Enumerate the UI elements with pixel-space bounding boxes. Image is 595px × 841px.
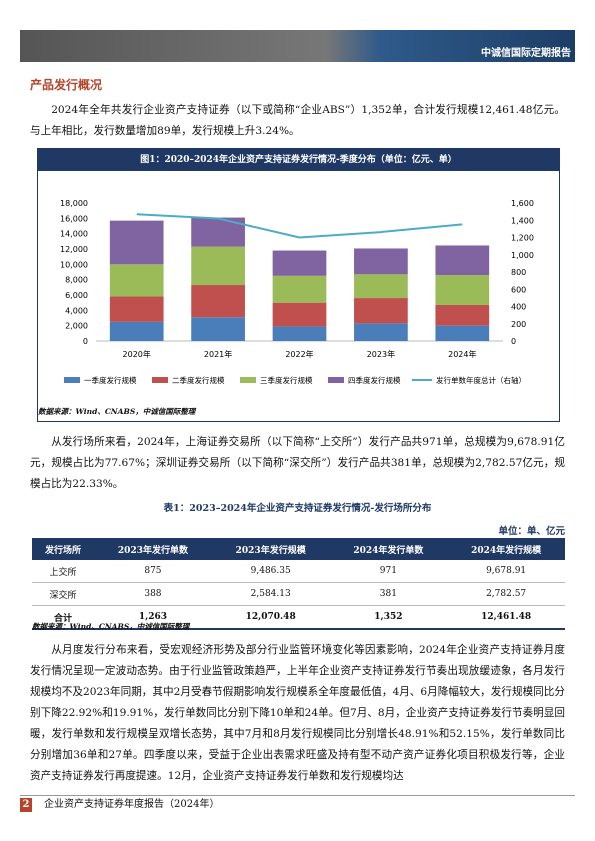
table-cell: 深交所 bbox=[32, 582, 95, 606]
table-cell: 381 bbox=[329, 582, 448, 606]
y2-tick-label: 800 bbox=[511, 268, 526, 277]
y2-tick-label: 400 bbox=[511, 303, 526, 312]
table-cell: 12,461.48 bbox=[447, 605, 565, 630]
table-row: 上交所 875 9,486.35 971 9,678.91 bbox=[32, 560, 565, 583]
table-header-cell: 2023年发行规模 bbox=[211, 538, 330, 560]
bar-segment bbox=[272, 250, 327, 276]
bar-segment bbox=[191, 285, 245, 318]
footer-rule bbox=[20, 795, 575, 796]
legend-label: 发行单数年度总计（右轴） bbox=[436, 375, 526, 385]
paragraph: 2024年全年共发行企业资产支持证券（以下或简称“企业ABS”）1,352单，合… bbox=[30, 104, 565, 137]
y-tick-label: 2,000 bbox=[65, 322, 88, 331]
y2-tick-label: 1,600 bbox=[511, 199, 534, 208]
paragraph: 从月度发行分布来看，受宏观经济形势及部分行业监管环境变化等因素影响，2024年企… bbox=[30, 644, 565, 782]
table-header-cell: 发行场所 bbox=[32, 538, 95, 560]
y2-tick-label: 200 bbox=[511, 320, 526, 329]
table-cell: 9,486.35 bbox=[211, 560, 330, 583]
legend-label: 二季度发行规模 bbox=[172, 375, 225, 385]
figure-caption: 图1：2020–2024年企业资产支持证券发行情况-季度分布（单位：亿元、单） bbox=[38, 149, 559, 171]
page-number: 2 bbox=[20, 798, 32, 812]
y-tick-label: 8,000 bbox=[65, 276, 88, 285]
paragraph: 从发行场所来看，2024年，上海证券交易所（以下简称“上交所”）发行产品共971… bbox=[30, 436, 565, 490]
legend-label: 三季度发行规模 bbox=[260, 375, 313, 385]
y2-tick-label: 0 bbox=[511, 337, 516, 346]
bar-segment bbox=[435, 304, 490, 326]
legend-label: 四季度发行规模 bbox=[348, 375, 401, 385]
table-cell: 388 bbox=[94, 582, 212, 606]
y-tick-label: 0 bbox=[83, 337, 88, 346]
table-header-cell: 2023年发行单数 bbox=[94, 538, 212, 560]
legend-swatch bbox=[64, 377, 80, 383]
table-cell: 2,782.57 bbox=[447, 582, 565, 606]
legend-swatch bbox=[240, 377, 256, 383]
table-cell: 1,352 bbox=[329, 605, 448, 630]
bar-segment bbox=[109, 264, 164, 297]
y-tick-label: 12,000 bbox=[60, 245, 88, 254]
bar-segment bbox=[354, 298, 408, 324]
table-row: 合计 1,263 12,070.48 1,352 12,461.48 bbox=[32, 605, 565, 630]
bar-segment bbox=[109, 321, 164, 341]
chart: 0 2,000 4,000 6,000 8,000 10,000 12,000 14,000 1… bbox=[60, 199, 534, 385]
bar-segment bbox=[435, 275, 490, 305]
bar-segment bbox=[272, 326, 327, 341]
y2-tick-label: 1,200 bbox=[511, 234, 534, 243]
x-tick-label: 2020年 bbox=[123, 349, 151, 359]
header-title: 中诚信国际定期报告 bbox=[481, 48, 571, 59]
table-source: 数据来源：Wind、CNABS，中诚信国际整理 bbox=[32, 622, 190, 631]
figure-box: 图1：2020–2024年企业资产支持证券发行情况-季度分布（单位：亿元、单） … bbox=[37, 148, 560, 422]
legend-swatch bbox=[152, 377, 168, 383]
table-cell: 合计 bbox=[32, 605, 95, 630]
table-header-row: 发行场所 2023年发行单数 2023年发行规模 2024年发行单数 2024年发行规模 bbox=[32, 538, 565, 560]
x-tick-label: 2023年 bbox=[367, 349, 395, 359]
x-tick-label: 2021年 bbox=[204, 349, 232, 359]
bar-segment bbox=[109, 220, 164, 265]
table-row: 深交所 388 2,584.13 381 2,782.57 bbox=[32, 582, 565, 606]
bar-segment bbox=[354, 323, 408, 341]
legend-swatch bbox=[328, 377, 344, 383]
table-header-cell: 2024年发行规模 bbox=[447, 538, 565, 560]
bar-segment bbox=[435, 245, 490, 276]
y-tick-label: 18,000 bbox=[60, 199, 88, 208]
table-cell: 2,584.13 bbox=[211, 582, 330, 606]
legend-label: 一季度发行规模 bbox=[84, 375, 137, 385]
table-cell: 9,678.91 bbox=[447, 560, 565, 583]
y-tick-label: 4,000 bbox=[65, 306, 88, 315]
table-cell: 875 bbox=[94, 560, 212, 583]
y-tick-label: 16,000 bbox=[60, 214, 88, 223]
table-caption: 表1：2023–2024年企业资产支持证券发行情况-发行场所分布 bbox=[163, 503, 432, 514]
y2-tick-label: 1,000 bbox=[511, 251, 534, 260]
x-tick-label: 2022年 bbox=[285, 349, 313, 359]
bar-segment bbox=[272, 275, 327, 303]
y2-tick-label: 600 bbox=[511, 285, 526, 294]
bar-segment bbox=[272, 302, 327, 327]
footer-title: 企业资产支持证券年度报告（2024年） bbox=[44, 799, 220, 810]
y-tick-label: 14,000 bbox=[60, 230, 88, 239]
bar-segment bbox=[191, 246, 245, 286]
y-tick-label: 10,000 bbox=[60, 260, 88, 269]
bar-segment bbox=[109, 296, 164, 322]
bar-segment bbox=[354, 248, 408, 275]
table-unit: 单位：单、亿元 bbox=[498, 526, 565, 537]
y2-tick-label: 1,400 bbox=[511, 216, 534, 225]
table-cell: 1,263 bbox=[94, 605, 212, 630]
table-cell: 12,070.48 bbox=[211, 605, 330, 630]
table-cell: 上交所 bbox=[32, 560, 95, 583]
x-tick-label: 2024年 bbox=[448, 349, 476, 359]
bar-segment bbox=[191, 317, 245, 341]
section-title: 产品发行概况 bbox=[30, 78, 103, 92]
y-tick-label: 6,000 bbox=[65, 291, 88, 300]
bar-segment bbox=[435, 325, 490, 341]
table-header-cell: 2024年发行单数 bbox=[329, 538, 448, 560]
figure-source: 数据来源：Wind、CNABS，中诚信国际整理 bbox=[38, 407, 196, 416]
table-cell: 971 bbox=[329, 560, 448, 583]
table: 发行场所 2023年发行单数 2023年发行规模 2024年发行单数 2024年发行规模… bbox=[32, 538, 565, 630]
bar-segment bbox=[354, 274, 408, 299]
header-bar bbox=[20, 30, 575, 62]
line-series bbox=[136, 213, 463, 239]
